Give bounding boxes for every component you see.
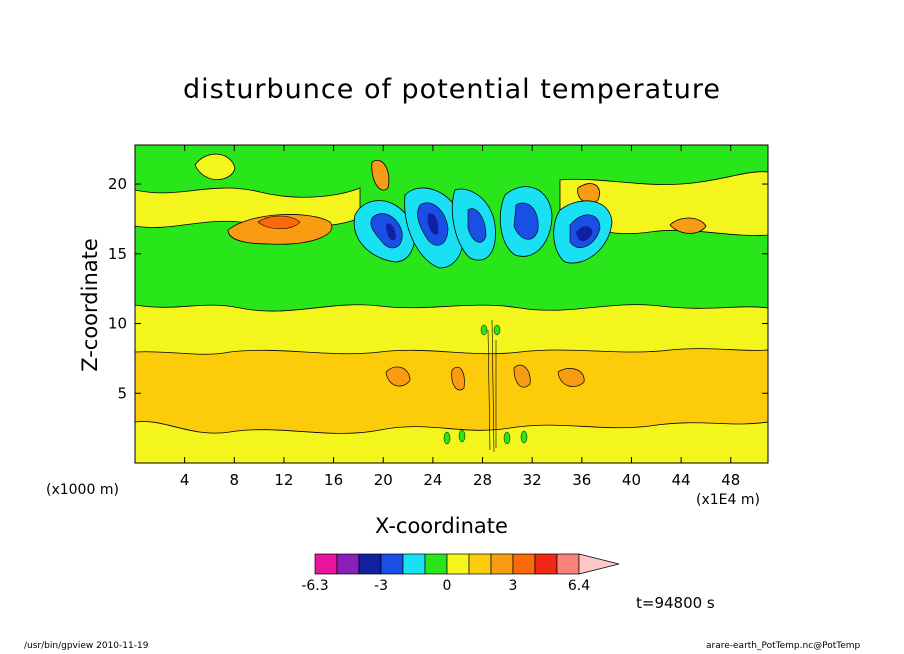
colorbar-swatch <box>358 553 382 575</box>
contour-bump-orange-4 <box>451 366 465 391</box>
x-tick-label: 20 <box>374 471 393 489</box>
contour-core-navy-2 <box>427 213 439 235</box>
contour-core-navy-5 <box>576 226 593 242</box>
z-unit-label: (x1000 m) <box>46 482 119 498</box>
contour-core-blue-4 <box>513 202 539 240</box>
x-tick-label: 12 <box>274 471 293 489</box>
contour-field <box>134 145 769 464</box>
x-axis: 4 8 12 16 20 24 28 32 36 40 44 48 <box>180 145 740 489</box>
colorbar-swatch <box>336 553 360 575</box>
plot-frame <box>134 144 769 464</box>
colorbar-arrow <box>578 553 620 575</box>
colorbar-swatch <box>490 553 514 575</box>
contour-patch-orange-center <box>371 159 390 191</box>
colorbar-swatch <box>380 553 404 575</box>
colorbar-tick-label: 3 <box>509 578 518 594</box>
colorbar-swatch <box>424 553 448 575</box>
y-axis-label: Z-coordinate <box>78 238 102 372</box>
chart-title: disturbunce of potential temperature <box>183 74 721 105</box>
time-label: t=94800 s <box>636 594 715 612</box>
x-tick-label: 4 <box>180 471 190 489</box>
x-tick-label: 44 <box>672 471 691 489</box>
colorbar: -6.3 -3 0 3 6.4 <box>301 553 620 594</box>
colorbar-tick-label: 6.4 <box>568 578 590 594</box>
x-tick-label: 8 <box>230 471 240 489</box>
colorbar-tick-label: 0 <box>443 578 452 594</box>
x-tick-label: 36 <box>572 471 591 489</box>
contour-patch-orange-right2 <box>577 183 600 204</box>
colorbar-swatch <box>556 553 580 575</box>
colorbar-tick-label: -6.3 <box>301 578 328 594</box>
colorbar-swatch <box>314 553 338 575</box>
contour-bump-orange-2 <box>557 368 585 387</box>
z-tick-label: 15 <box>108 245 127 263</box>
z-tick-label: 10 <box>108 315 127 333</box>
contour-bump-orange-3 <box>513 364 531 388</box>
contour-patch-darkorange-left <box>257 215 301 230</box>
colorbar-swatch <box>402 553 426 575</box>
colorbar-tick-label: -3 <box>374 578 388 594</box>
contour-band-orange <box>134 348 769 434</box>
z-tick-label: 5 <box>117 384 127 402</box>
x-tick-label: 40 <box>622 471 641 489</box>
colorbar-swatch <box>534 553 558 575</box>
x-tick-label: 32 <box>523 471 542 489</box>
contour-core-navy-1 <box>386 223 396 241</box>
colorbar-swatch <box>512 553 536 575</box>
x-unit-label: (x1E4 m) <box>696 492 760 508</box>
footer-right: arare-earth_PotTemp.nc@PotTemp <box>706 641 861 651</box>
x-tick-label: 28 <box>473 471 492 489</box>
footer-left: /usr/bin/gpview 2010-11-19 <box>24 641 149 651</box>
z-axis: 5 10 15 20 <box>108 175 768 402</box>
colorbar-swatch <box>468 553 492 575</box>
contour-band-yellow-plume <box>194 153 236 180</box>
x-tick-label: 48 <box>721 471 740 489</box>
x-axis-label: X-coordinate <box>375 514 508 538</box>
contour-patch-orange-left <box>227 214 333 245</box>
x-tick-label: 24 <box>423 471 442 489</box>
contour-bump-orange-1 <box>385 366 411 387</box>
contour-core-blue-3 <box>467 208 487 243</box>
colorbar-swatch <box>446 553 470 575</box>
z-tick-label: 20 <box>108 175 127 193</box>
x-tick-label: 16 <box>324 471 343 489</box>
contour-patch-orange-right <box>669 217 707 234</box>
